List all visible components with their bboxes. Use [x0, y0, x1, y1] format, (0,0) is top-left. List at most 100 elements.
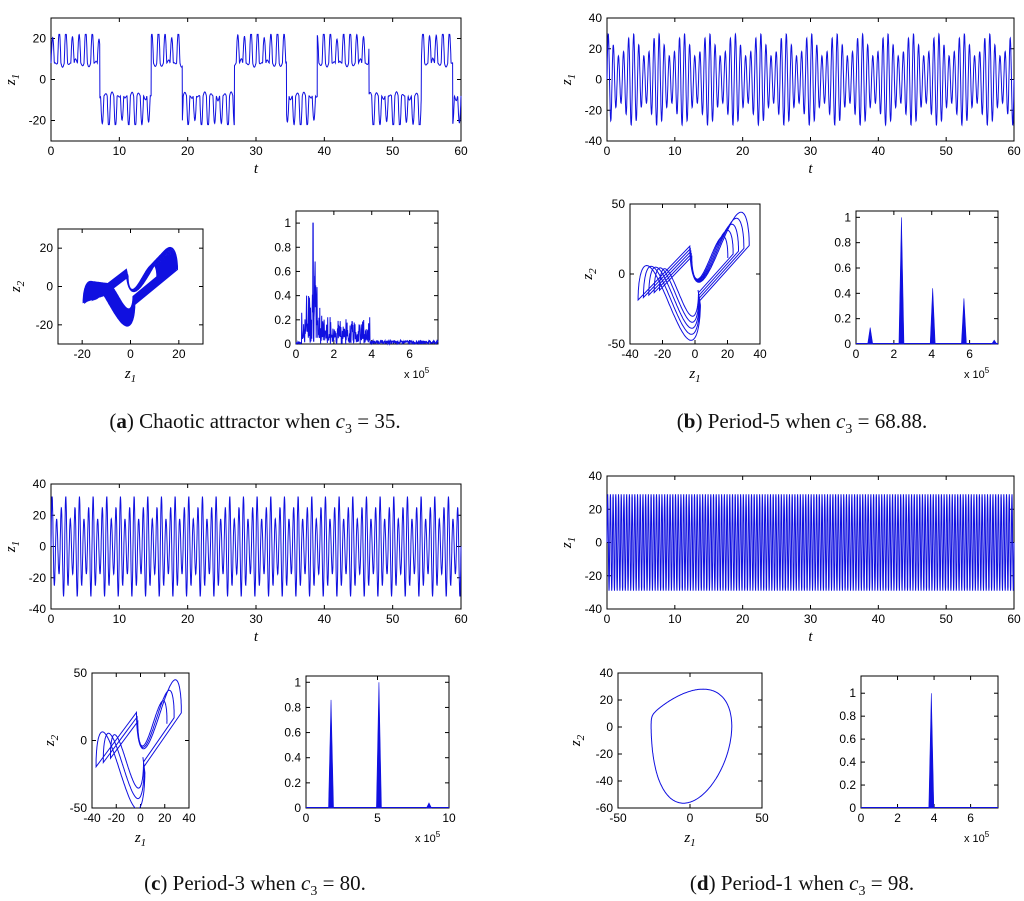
panel-caption: (d) Period-1 when c3 = 98. [690, 871, 914, 899]
x-axis-label-main: z [134, 830, 141, 846]
y-axis-label-text: z2 [42, 734, 61, 747]
y-axis-label-sub: 2 [587, 268, 599, 274]
caption-letter: a [116, 409, 127, 433]
y-tick-label: 1 [844, 210, 851, 224]
x-axis-label: t [254, 629, 259, 645]
caption-eq: = [852, 409, 874, 433]
x-multiplier-base: x 10 [964, 833, 985, 845]
series-line [50, 496, 462, 597]
caption-value: 68.88 [875, 409, 922, 433]
x-tick-label: 30 [249, 612, 263, 626]
x-tick-label: -20 [73, 347, 91, 361]
caption-text: Chaotic attractor when [139, 409, 336, 433]
caption-period: . [361, 871, 366, 895]
y-tick-label: 0 [595, 73, 602, 87]
attractor-curve [82, 246, 178, 327]
x-axis-label-text: t [808, 161, 813, 177]
y-axis-label: z1 [3, 74, 22, 86]
caption-eq: = [317, 871, 339, 895]
x-tick-label: 10 [113, 144, 127, 158]
y-tick-label: -40 [29, 602, 47, 616]
x-tick-label: -40 [621, 347, 639, 361]
y-axis-label: z1 [559, 537, 578, 549]
x-multiplier-base: x 10 [404, 369, 425, 381]
x-tick-label: 5 [374, 811, 381, 825]
x-tick-label: 0 [858, 811, 865, 825]
x-axis-label: t [254, 161, 259, 177]
caption-open: ( [144, 871, 151, 895]
y-axis-label-text: z2 [580, 268, 599, 281]
x-axis-label-text: z1 [124, 366, 136, 385]
caption-letter: c [151, 871, 160, 895]
y-tick-label: 0.4 [839, 755, 856, 769]
x-axis-label-main: t [254, 161, 259, 177]
x-tick-label: 60 [454, 144, 468, 158]
x-tick-label: 0 [127, 347, 134, 361]
x-tick-label: 10 [668, 612, 682, 626]
x-multiplier-base: x 10 [964, 369, 985, 381]
y-tick-label: 20 [40, 241, 54, 255]
x-axis-label: z1 [134, 830, 146, 849]
x-tick-label: 60 [1007, 612, 1021, 626]
y-axis-label: z1 [559, 74, 578, 86]
plot-frame [295, 210, 439, 345]
x-tick-label: 40 [872, 612, 886, 626]
caption-open: ( [109, 409, 116, 433]
y-axis-label: z2 [8, 280, 27, 293]
plot-frame [57, 228, 204, 345]
y-tick-label: 1 [294, 675, 301, 689]
y-axis-label: z2 [42, 734, 61, 747]
x-tick-label: 10 [113, 612, 127, 626]
x-tick-label: 20 [736, 612, 750, 626]
caption-close: ) [160, 871, 172, 895]
y-tick-label: 0.8 [284, 700, 301, 714]
y-tick-label: 0 [294, 801, 301, 815]
caption-value: 80 [340, 871, 361, 895]
x-multiplier: x 105 [404, 366, 430, 381]
spectrum-peak [425, 802, 432, 809]
y-tick-label: 0.2 [284, 776, 301, 790]
caption-open: ( [690, 871, 697, 895]
plot-frame [91, 672, 190, 809]
y-axis-label-sub: 2 [49, 734, 61, 740]
caption-value: 35 [374, 409, 395, 433]
y-tick-label: 0 [284, 337, 291, 351]
caption-eq: = [865, 871, 887, 895]
y-axis-label-main: z [3, 546, 19, 553]
y-tick-label: 0 [39, 73, 46, 87]
y-axis-label: z1 [3, 541, 22, 553]
caption-close: ) [695, 409, 707, 433]
spectrum-peak [376, 682, 382, 809]
y-axis-label: z2 [580, 268, 599, 281]
x-tick-label: -50 [609, 811, 627, 825]
y-tick-label: 40 [589, 469, 603, 483]
y-tick-label: 40 [600, 666, 614, 680]
y-tick-label: 0.8 [839, 709, 856, 723]
x-axis-label-text: t [808, 629, 813, 645]
x-axis-label-text: t [254, 629, 259, 645]
caption-period: . [922, 409, 927, 433]
y-tick-label: 0.2 [834, 312, 851, 326]
x-axis-label-main: z [124, 366, 131, 382]
spectrum-peak [867, 327, 874, 345]
x-axis-label: z1 [124, 366, 136, 385]
caption-param-sub: 3 [845, 422, 852, 437]
x-axis-label-text: t [254, 161, 259, 177]
y-tick-label: 0 [844, 337, 851, 351]
y-tick-label: 1 [284, 216, 291, 230]
y-axis-label-main: z [8, 286, 24, 293]
y-tick-label: -50 [70, 801, 88, 815]
y-tick-label: 0.4 [274, 289, 291, 303]
y-axis-label-main: z [568, 740, 584, 747]
y-tick-label: -40 [585, 134, 603, 148]
x-axis-label-sub: 1 [695, 373, 701, 385]
x-tick-label: 40 [872, 144, 886, 158]
x-tick-label: 0 [293, 347, 300, 361]
caption-eq: = [352, 409, 374, 433]
